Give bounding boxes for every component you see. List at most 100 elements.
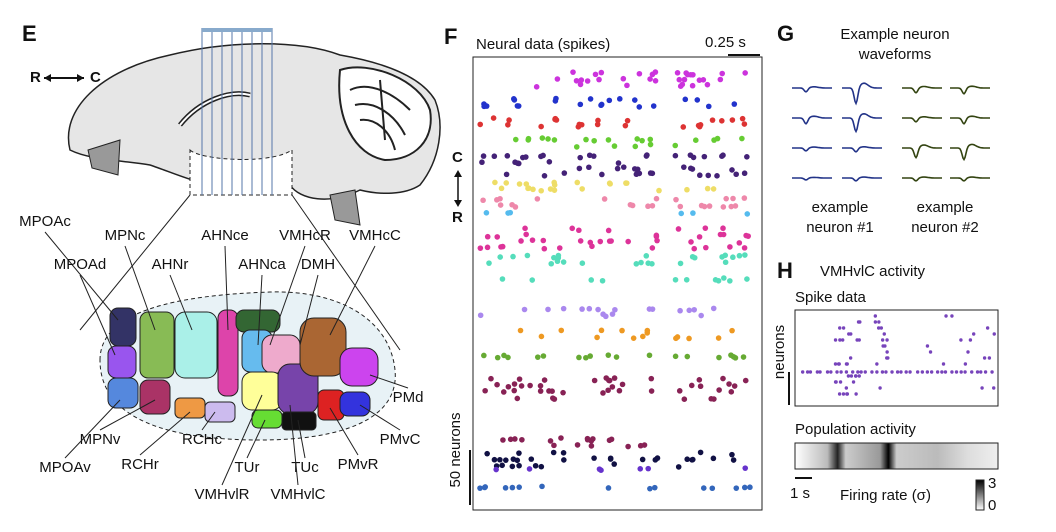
spike	[576, 354, 582, 361]
leader-line	[329, 407, 359, 456]
spike	[526, 466, 533, 472]
spike	[639, 456, 646, 463]
panel-label: G	[777, 21, 794, 46]
spike	[720, 204, 727, 210]
spike	[605, 352, 612, 358]
spike	[583, 136, 589, 143]
spike	[708, 395, 715, 402]
spike	[547, 438, 554, 444]
spike	[595, 306, 601, 313]
spike	[587, 353, 593, 359]
spike	[631, 166, 638, 172]
spike	[825, 370, 830, 374]
spike	[686, 335, 692, 342]
spike	[584, 78, 591, 84]
spike	[656, 187, 662, 194]
spike	[880, 338, 885, 342]
spike	[915, 370, 920, 374]
spike	[719, 254, 725, 260]
spike	[515, 103, 522, 109]
spike	[849, 374, 854, 378]
spike	[516, 181, 523, 187]
spike	[600, 311, 606, 318]
leader-line	[201, 411, 216, 431]
neuron-scale-label: 50 neurons	[447, 412, 464, 487]
spike	[534, 196, 541, 202]
spike	[511, 97, 518, 103]
colorbar	[975, 479, 985, 511]
neurons-label: neurons	[771, 325, 788, 379]
spike	[625, 443, 631, 450]
spike	[503, 180, 510, 186]
spike	[561, 170, 568, 176]
spike	[975, 370, 980, 374]
spike	[545, 136, 551, 142]
spike	[899, 370, 903, 374]
spike	[837, 362, 841, 366]
spike	[673, 196, 679, 203]
spike	[857, 338, 861, 342]
waveform	[842, 112, 882, 134]
spike	[594, 121, 601, 128]
leader-line	[289, 404, 299, 486]
spike	[684, 456, 691, 463]
spike	[720, 152, 726, 158]
region-label: AHNr	[152, 256, 189, 273]
spike	[503, 171, 510, 178]
spike	[538, 463, 545, 470]
spike	[560, 259, 567, 265]
spike	[511, 387, 518, 394]
spike	[681, 76, 688, 83]
spike	[651, 484, 658, 491]
spike	[647, 76, 653, 82]
waveform	[902, 144, 942, 160]
spike	[607, 455, 614, 462]
spike	[677, 307, 683, 314]
spike	[541, 245, 548, 252]
spike	[885, 338, 889, 342]
spike	[950, 314, 954, 318]
spike	[845, 392, 849, 396]
spike	[742, 252, 748, 258]
region-label: PMvR	[338, 456, 379, 473]
spike	[890, 370, 894, 374]
spike	[681, 164, 687, 170]
spike	[549, 388, 555, 394]
spike	[551, 396, 558, 402]
region-label: PMvC	[380, 431, 421, 448]
spike	[646, 352, 653, 359]
spike	[839, 370, 843, 374]
spike	[726, 381, 732, 387]
spike	[505, 121, 511, 128]
spike	[499, 462, 505, 469]
spike	[639, 137, 645, 144]
spike	[606, 97, 613, 104]
spike	[858, 320, 862, 324]
brain-outline	[67, 43, 441, 226]
spike	[540, 237, 547, 244]
spike	[516, 462, 522, 469]
spike	[605, 485, 612, 491]
spike	[624, 117, 631, 124]
spike	[709, 485, 716, 492]
leader-line	[139, 411, 191, 456]
spike	[963, 370, 967, 374]
spike	[541, 173, 548, 179]
spike	[829, 370, 833, 374]
spike	[529, 277, 536, 283]
spike	[728, 203, 735, 210]
spike	[491, 153, 498, 160]
spike	[523, 154, 529, 160]
panel-label: F	[444, 24, 457, 49]
spike	[518, 383, 525, 389]
spike	[494, 234, 501, 240]
spike	[512, 159, 518, 166]
spike	[877, 320, 881, 324]
spike	[935, 370, 940, 374]
spike	[690, 210, 696, 216]
spike	[481, 103, 487, 110]
spike	[683, 276, 690, 283]
spike	[719, 117, 725, 124]
leader-line	[329, 245, 376, 336]
region-label: TUr	[235, 459, 260, 476]
